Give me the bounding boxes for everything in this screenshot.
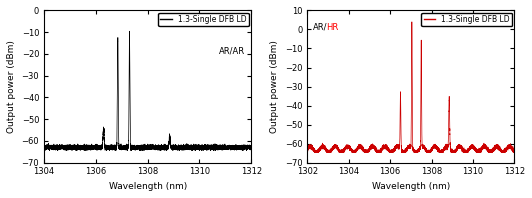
- X-axis label: Wavelength (nm): Wavelength (nm): [372, 182, 450, 191]
- Y-axis label: Output power (dBm): Output power (dBm): [270, 40, 279, 133]
- Text: AR/: AR/: [313, 23, 328, 32]
- Text: HR: HR: [326, 23, 338, 32]
- Legend: 1.3-Single DFB LD: 1.3-Single DFB LD: [158, 13, 249, 26]
- Text: AR/AR: AR/AR: [219, 47, 245, 56]
- Y-axis label: Output power (dBm): Output power (dBm): [7, 40, 16, 133]
- Legend: 1.3-Single DFB LD: 1.3-Single DFB LD: [421, 13, 512, 26]
- X-axis label: Wavelength (nm): Wavelength (nm): [109, 182, 187, 191]
